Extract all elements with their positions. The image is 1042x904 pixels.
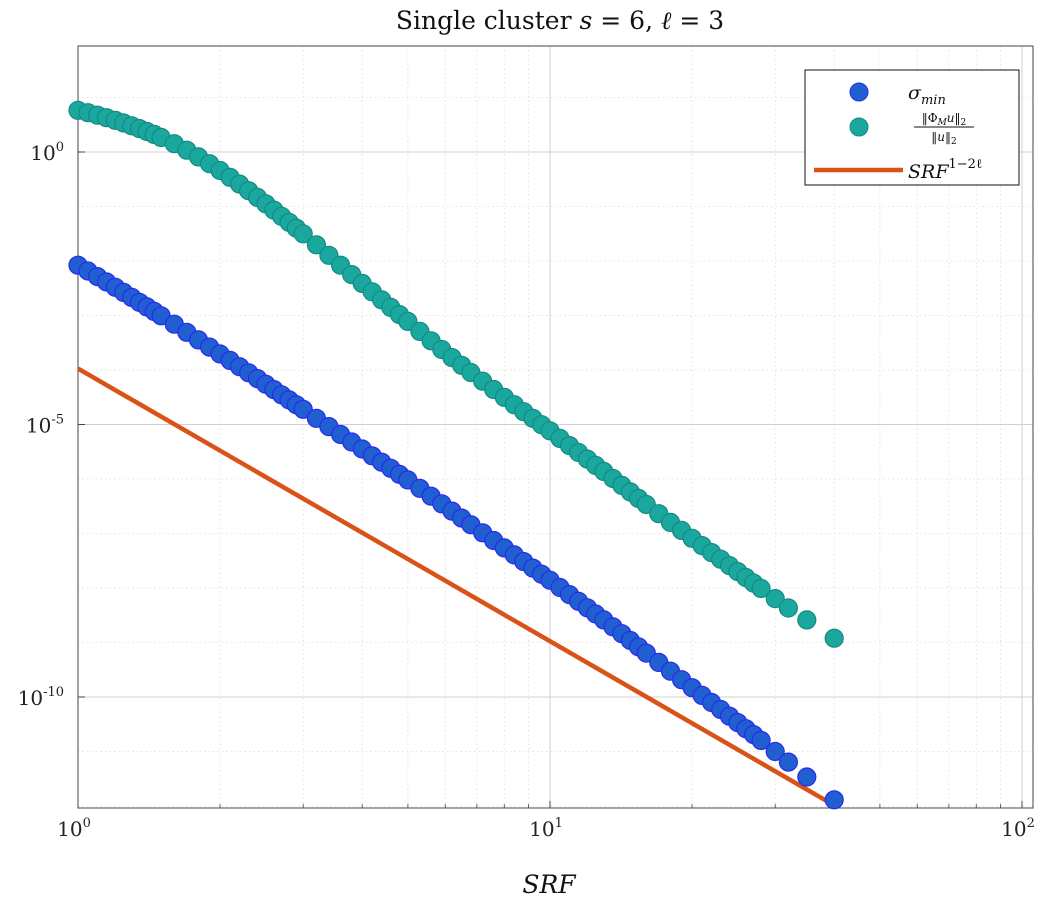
y-tick-label: 100 xyxy=(30,140,64,165)
legend-marker-ratio xyxy=(849,117,869,137)
legend-srf-main: SRF xyxy=(908,161,949,183)
sigma-point xyxy=(751,730,771,751)
sigma-point xyxy=(797,767,817,787)
legend-ratio-num: ‖Φ xyxy=(922,111,938,125)
sigma-point xyxy=(824,790,844,810)
ratio-point xyxy=(824,628,844,648)
title-l-var: ℓ xyxy=(661,6,672,35)
chart-title: Single cluster s = 6, ℓ = 3 xyxy=(396,6,724,35)
ratio-point xyxy=(293,224,313,244)
legend-label-srf: SRF1−2ℓ xyxy=(908,157,982,183)
legend-srf-sup: 1−2ℓ xyxy=(949,157,983,172)
sigma-point xyxy=(293,399,313,419)
y-tick-label: 10-10 xyxy=(18,685,64,710)
title-s-var: s xyxy=(579,6,592,35)
x-tick-label: 101 xyxy=(529,816,563,841)
series-layer xyxy=(68,100,844,810)
x-axis-label: SRF xyxy=(522,870,577,899)
title-prefix: Single cluster xyxy=(396,6,580,35)
ratio-point xyxy=(306,235,326,255)
legend-label-ratio-denominator: ‖u‖2 xyxy=(931,130,956,147)
legend-ratio-num-sub2: 2 xyxy=(961,118,967,128)
ratio-point xyxy=(797,610,817,630)
legend-ratio-num-sub: M xyxy=(937,118,948,128)
sigma-point xyxy=(765,741,785,762)
legend-sigma-sub: min xyxy=(921,93,946,108)
ratio-point xyxy=(765,588,785,609)
legend: σmin ‖ΦMu‖2 ‖u‖2 SRF1−2ℓ xyxy=(804,69,1020,186)
plot-area-frame xyxy=(77,45,1034,809)
ratio-point xyxy=(778,598,799,618)
x-tick-label: 100 xyxy=(57,816,91,841)
legend-box xyxy=(804,69,1020,186)
ratio-series xyxy=(68,100,844,648)
x-tick-label: 102 xyxy=(1001,816,1035,841)
legend-sigma-main: σ xyxy=(908,82,922,104)
legend-ratio-den-sub: 2 xyxy=(951,137,957,147)
sigma-point xyxy=(778,752,799,772)
legend-label-sigma: σmin xyxy=(908,82,946,108)
y-tick-label: 10-5 xyxy=(26,413,64,438)
title-eq1: = 6, xyxy=(592,6,661,35)
sigma-series xyxy=(68,255,844,810)
legend-ratio-num-tail: u‖ xyxy=(947,111,961,125)
series-line-srf xyxy=(76,366,836,808)
legend-label-ratio-numerator: ‖ΦMu‖2 xyxy=(922,111,967,128)
legend-ratio-den: ‖u‖ xyxy=(931,130,951,144)
title-eq2: = 3 xyxy=(671,6,724,35)
axis-tick-labels: 100 101 102 100 10-5 10-10 xyxy=(18,140,1035,841)
legend-marker-sigma xyxy=(849,82,869,102)
ratio-point xyxy=(751,578,771,599)
